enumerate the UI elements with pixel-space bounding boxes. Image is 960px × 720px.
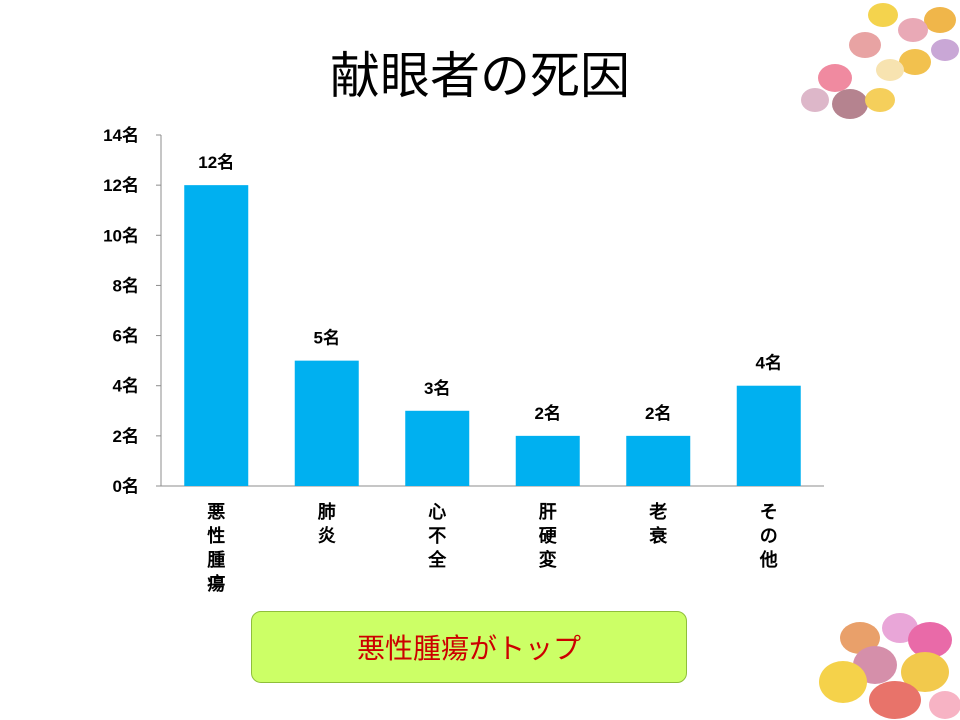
slide-title: 献眼者の死因 bbox=[330, 47, 630, 105]
bar-1 bbox=[294, 360, 359, 486]
bar-3 bbox=[515, 435, 580, 486]
y-tick-label: 14名 bbox=[103, 125, 139, 145]
callout-box: 悪性腫瘍がトップ bbox=[251, 611, 687, 683]
callout-text: 悪性腫瘍がトップ bbox=[356, 632, 581, 665]
bar-5 bbox=[736, 385, 801, 486]
category-label: 肺炎 bbox=[318, 502, 336, 547]
category-label: その他 bbox=[759, 502, 778, 571]
data-label: 2名 bbox=[645, 403, 671, 423]
category-label: 老衰 bbox=[648, 501, 668, 547]
y-tick-label: 0名 bbox=[113, 476, 139, 496]
bar-0 bbox=[184, 185, 249, 486]
data-label: 3名 bbox=[424, 378, 450, 398]
y-tick-label: 6名 bbox=[113, 326, 139, 346]
category-label: 肝硬変 bbox=[539, 502, 558, 571]
y-tick-label: 2名 bbox=[113, 426, 139, 446]
candy-eggs-bottom-decoration bbox=[819, 613, 960, 719]
y-tick-label: 10名 bbox=[103, 225, 139, 245]
category-label: 心不全 bbox=[427, 502, 447, 571]
y-tick-label: 12名 bbox=[103, 175, 139, 195]
data-label: 12名 bbox=[198, 152, 234, 172]
data-label: 2名 bbox=[535, 403, 561, 423]
chart-axes: 0名 2名 4名 6名 8名 10名 12名 14名 bbox=[103, 125, 824, 496]
y-tick-label: 8名 bbox=[113, 275, 139, 295]
data-label: 5名 bbox=[314, 328, 340, 348]
y-tick-label: 4名 bbox=[113, 376, 139, 396]
candy-eggs-top-decoration bbox=[801, 3, 959, 119]
bar-4 bbox=[626, 435, 691, 486]
data-label: 4名 bbox=[756, 353, 782, 373]
category-label: 悪性腫瘍 bbox=[207, 502, 225, 595]
bar-2 bbox=[405, 410, 470, 486]
